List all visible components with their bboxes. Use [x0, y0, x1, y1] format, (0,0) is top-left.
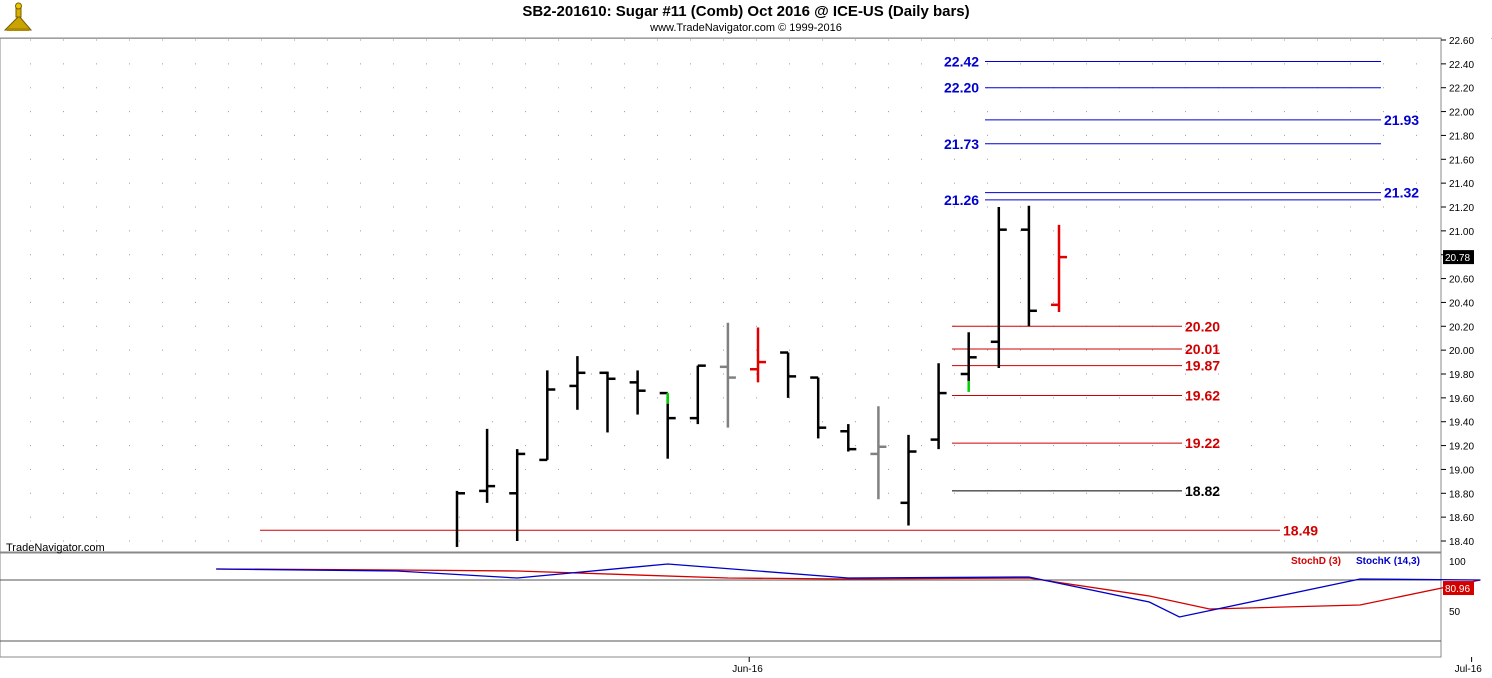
stochastic-lines [216, 563, 1481, 618]
y-tick-label: 19.20 [1449, 442, 1474, 453]
y-tick-label: 19.60 [1449, 394, 1474, 405]
level-label: 21.73 [944, 136, 979, 152]
stoch-line [216, 563, 1481, 618]
y-tick-label: 22.40 [1449, 60, 1474, 71]
y-tick-label: 20.00 [1449, 346, 1474, 357]
osc-last-value-box [1443, 581, 1474, 596]
y-axis-area [1442, 38, 1491, 657]
level-label: 21.93 [1384, 112, 1419, 128]
y-tick-label: 22.60 [1449, 36, 1474, 47]
level-label: 18.49 [1283, 522, 1318, 538]
level-label: 19.22 [1185, 435, 1220, 451]
level-label: 19.62 [1185, 387, 1220, 403]
y-tick-label: 19.40 [1449, 418, 1474, 429]
x-tick-label: Jul-16 [1455, 664, 1483, 675]
gridlines [30, 39, 1438, 542]
osc-tick-label: 50 [1449, 607, 1461, 618]
y-tick-label: 21.80 [1449, 131, 1474, 142]
y-tick-label: 21.60 [1449, 155, 1474, 166]
y-tick-label: 20.40 [1449, 298, 1474, 309]
price-bars [455, 205, 1067, 547]
y-tick-label: 21.20 [1449, 203, 1474, 214]
legend-stoch-k: StochK (14,3) [1356, 556, 1420, 567]
y-tick-label: 20.20 [1449, 322, 1474, 333]
level-label: 19.87 [1185, 358, 1220, 374]
axis-labels: 22.60 22.40 22.20 22.00 21.80 21.60 21.40 21.20… [732, 36, 1482, 675]
last-price-box [1443, 250, 1474, 265]
watermark: TradeNavigator.com [6, 542, 105, 554]
y-tick-label: 21.00 [1449, 227, 1474, 238]
osc-tick-label: 100 [1449, 557, 1466, 568]
y-tick-label: 22.00 [1449, 108, 1474, 119]
osc-last-value-label: 80.96 [1445, 584, 1470, 595]
level-label: 18.82 [1185, 483, 1220, 499]
y-tick-label: 19.00 [1449, 465, 1474, 476]
stoch-line [216, 568, 1481, 610]
last-price-label: 20.78 [1445, 253, 1470, 264]
level-label: 22.42 [944, 53, 979, 69]
level-label: 20.20 [1185, 318, 1220, 334]
navigator-logo-icon [3, 2, 33, 31]
y-tick-label: 21.40 [1449, 179, 1474, 190]
level-label: 22.20 [944, 80, 979, 96]
y-tick-label: 18.60 [1449, 513, 1474, 524]
y-tick-label: 19.80 [1449, 370, 1474, 381]
chart-title: SB2-201610: Sugar #11 (Comb) Oct 2016 @ … [522, 3, 970, 20]
y-tick-label: 22.20 [1449, 84, 1474, 95]
price-levels: 22.42 22.20 21.93 21.73 21.32 21.26 20.20 20.01… [260, 53, 1419, 538]
chart-header: SB2-201610: Sugar #11 (Comb) Oct 2016 @ … [0, 0, 1492, 39]
level-label: 21.32 [1384, 185, 1419, 201]
y-tick-label: 20.60 [1449, 275, 1474, 286]
chart-subtitle: www.TradeNavigator.com © 1999-2016 [650, 22, 842, 34]
level-label: 20.01 [1185, 341, 1220, 357]
legend-stoch-d: StochD (3) [1291, 556, 1341, 567]
y-tick-label: 18.80 [1449, 489, 1474, 500]
y-tick-label: 18.40 [1449, 537, 1474, 548]
price-panel [0, 37, 1442, 553]
level-label: 21.26 [944, 192, 979, 208]
x-tick-label: Jun-16 [732, 664, 763, 675]
